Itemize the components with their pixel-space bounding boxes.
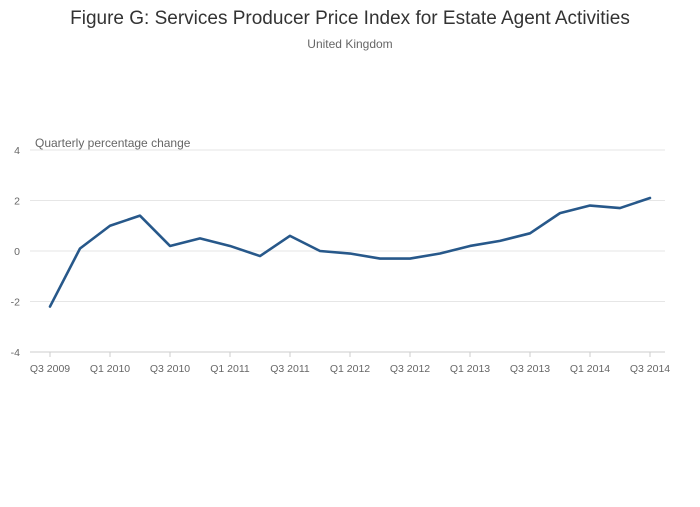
x-tick-label: Q1 2013 [450, 363, 490, 375]
x-tick-label: Q1 2014 [570, 363, 610, 375]
chart-subtitle: United Kingdom [307, 37, 392, 51]
series-line [48, 196, 652, 308]
x-tick-label: Q3 2011 [270, 363, 310, 375]
x-tick-label: Q1 2012 [330, 363, 370, 375]
chart-title: Figure G: Services Producer Price Index … [70, 8, 630, 29]
x-tick-label: Q1 2010 [90, 363, 130, 375]
y-tick-label: 0 [14, 246, 20, 258]
gridlines [30, 149, 665, 302]
x-tick-label: Q3 2013 [510, 363, 550, 375]
y-tick-label: 4 [14, 145, 20, 157]
x-tick-label: Q3 2009 [30, 363, 70, 375]
y-tick-label: -2 [11, 297, 20, 309]
y-tick-label: -4 [11, 347, 20, 359]
y-axis-label: Quarterly percentage change [35, 136, 191, 150]
series-layer [48, 196, 652, 308]
x-tick-label: Q3 2014 [630, 363, 670, 375]
y-axis-ticks: 4 2 0 -2 -4 [11, 145, 21, 359]
x-tick-label: Q1 2011 [210, 363, 250, 375]
x-tick-label: Q3 2012 [390, 363, 430, 375]
x-axis: Q3 2009 Q1 2010 Q3 2010 Q1 2011 Q3 2011 Q1 20… [30, 351, 670, 375]
y-tick-label: 2 [14, 196, 20, 208]
x-tick-label: Q3 2010 [150, 363, 190, 375]
